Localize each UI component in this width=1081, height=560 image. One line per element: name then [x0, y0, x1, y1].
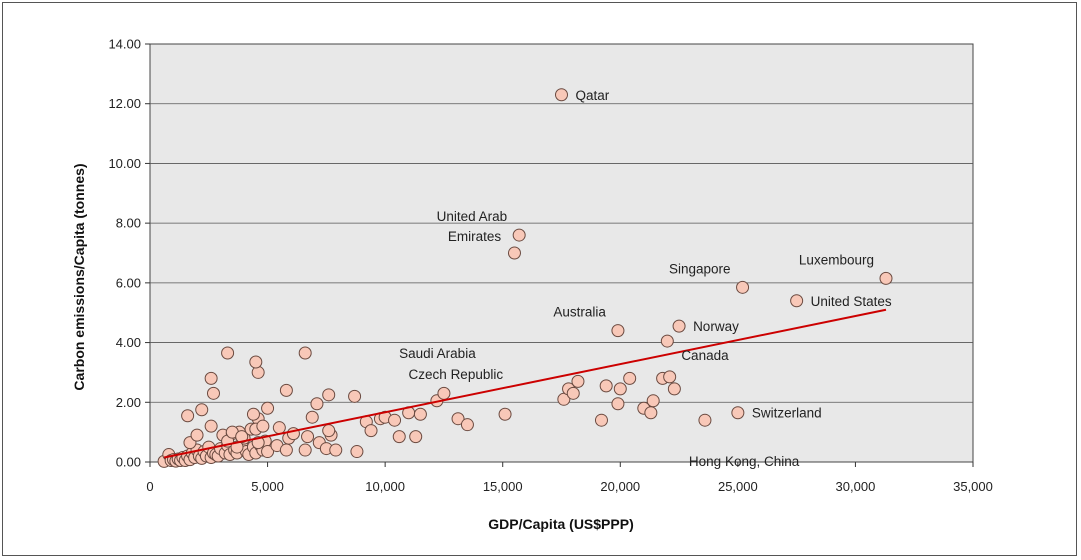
data-point — [731, 406, 745, 420]
data-point — [364, 424, 378, 438]
data-point — [611, 324, 625, 338]
x-tick-label: 20,000 — [600, 479, 640, 494]
x-axis-title: GDP/Capita (US$PPP) — [488, 516, 633, 532]
data-point — [498, 407, 512, 421]
y-tick-label: 2.00 — [116, 395, 141, 410]
data-point — [660, 334, 674, 348]
y-tick-label: 8.00 — [116, 216, 141, 231]
data-point — [613, 382, 627, 396]
data-point — [246, 407, 260, 421]
data-point — [190, 428, 204, 442]
point-label: Luxembourg — [799, 252, 874, 267]
data-point — [667, 382, 681, 396]
data-point — [261, 401, 275, 415]
data-point — [249, 355, 263, 369]
data-point — [663, 370, 677, 384]
data-point — [221, 346, 235, 360]
point-label: Emirates — [448, 229, 502, 244]
data-point — [256, 419, 270, 433]
data-point — [348, 389, 362, 403]
data-point — [409, 430, 423, 444]
y-tick-label: 12.00 — [108, 96, 141, 111]
gridlines — [150, 103, 973, 403]
x-tick-label: 0 — [146, 479, 153, 494]
point-label: Switzerland — [752, 406, 822, 421]
data-point — [204, 371, 218, 385]
data-point — [644, 406, 658, 420]
data-point — [322, 388, 336, 402]
data-point — [261, 445, 275, 459]
data-point — [204, 419, 218, 433]
data-point — [599, 379, 613, 393]
data-point — [698, 413, 712, 427]
x-tick-label: 5,000 — [251, 479, 284, 494]
data-point — [251, 365, 265, 379]
y-tick-labels: 0.00 2.00 4.00 6.00 8.00 10.00 12.00 14.00 — [108, 37, 150, 470]
x-tick-label: 35,000 — [953, 479, 993, 494]
data-point — [611, 397, 625, 411]
x-tick-label: 15,000 — [483, 479, 523, 494]
y-tick-label: 14.00 — [108, 37, 141, 52]
point-label: Singapore — [669, 261, 731, 276]
data-point — [305, 410, 319, 424]
data-point — [790, 294, 804, 308]
data-point — [329, 443, 343, 457]
data-point — [322, 424, 336, 438]
data-point — [566, 386, 580, 400]
trend-line-group — [163, 308, 887, 459]
data-point — [350, 445, 364, 459]
x-tick-label: 30,000 — [836, 479, 876, 494]
point-label: Hong Kong, China — [689, 454, 800, 469]
data-point — [310, 397, 324, 411]
y-axis-title: Carbon emissions/Capita (tonnes) — [71, 163, 87, 390]
data-point — [623, 371, 637, 385]
y-tick-label: 0.00 — [116, 455, 141, 470]
data-point — [646, 394, 660, 408]
data-point — [571, 374, 585, 388]
data-point — [206, 386, 220, 400]
data-point — [279, 443, 293, 457]
point-label: Norway — [693, 319, 739, 334]
data-point — [437, 386, 451, 400]
data-point — [413, 407, 427, 421]
data-point — [388, 413, 402, 427]
y-tick-label: 4.00 — [116, 335, 141, 350]
y-tick-label: 6.00 — [116, 275, 141, 290]
point-label: United Arab — [437, 209, 508, 224]
data-point — [460, 418, 474, 432]
data-point — [272, 421, 286, 435]
data-point — [279, 383, 293, 397]
x-tick-labels: 0 5,000 10,000 15,000 20,000 25,000 30,000 35,0… — [146, 462, 993, 494]
point-labels: Qatar United Arab Emirates Luxembourg Singap… — [399, 88, 892, 469]
x-tick-label: 25,000 — [718, 479, 758, 494]
point-label: Czech Republic — [409, 367, 504, 382]
data-point — [555, 88, 568, 102]
x-tick-label: 10,000 — [365, 479, 405, 494]
data-point — [512, 228, 526, 242]
data-point — [298, 443, 312, 457]
point-label: Qatar — [576, 88, 610, 103]
data-point — [672, 319, 686, 333]
trend-line — [163, 308, 887, 459]
data-point — [507, 246, 521, 260]
data-point — [195, 403, 209, 417]
point-label: United States — [811, 294, 892, 309]
point-label: Canada — [681, 348, 729, 363]
data-point — [451, 412, 465, 426]
data-point — [298, 346, 312, 360]
data-point — [301, 430, 315, 444]
point-label: Australia — [553, 305, 606, 320]
data-point — [879, 271, 893, 285]
data-point — [392, 430, 406, 444]
data-point — [736, 280, 750, 294]
y-tick-label: 10.00 — [108, 156, 141, 171]
data-point — [594, 413, 608, 427]
point-label: Saudi Arabia — [399, 346, 476, 361]
data-point — [181, 409, 195, 423]
